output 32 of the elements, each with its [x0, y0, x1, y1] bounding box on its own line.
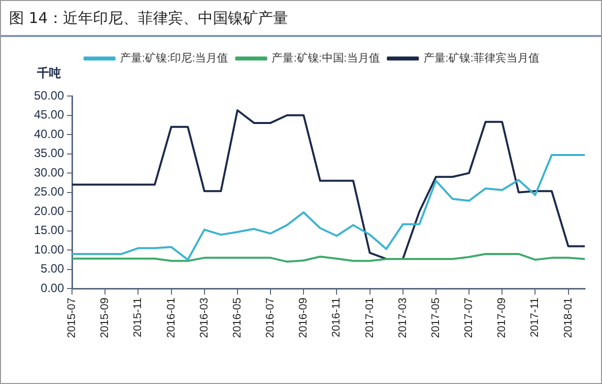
- x-tick-label: 2015-07: [66, 298, 78, 338]
- x-tick-label: 2016-07: [264, 298, 277, 338]
- x-tick-label: 2017-01: [364, 298, 376, 338]
- legend-label: 产量:矿镍:中国:当月值: [272, 52, 380, 65]
- y-tick-label: 15.00: [34, 223, 64, 238]
- x-tick-label: 2016-11: [330, 298, 343, 338]
- x-tick-label: 2017-09: [496, 298, 508, 338]
- y-tick-label: 0.00: [40, 280, 64, 295]
- chart-title: 图 14：近年印尼、菲律宾、中国镍矿产量: [1, 1, 601, 37]
- y-tick-label: 35.00: [34, 146, 64, 160]
- x-tick-label: 2015-11: [132, 298, 144, 338]
- x-tick-label: 2017-05: [430, 298, 442, 338]
- x-tick-label: 2016-01: [165, 298, 178, 338]
- x-tick-label: 2016-05: [231, 298, 244, 338]
- y-tick-label: 30.00: [34, 165, 64, 180]
- x-tick-label: 2016-09: [298, 298, 310, 338]
- y-tick-label: 25.00: [34, 184, 64, 199]
- x-tick-label: 2016-03: [198, 298, 210, 338]
- y-tick-label: 20.00: [34, 204, 64, 218]
- legend-label: 产量:矿镍:菲律宾当月值: [423, 52, 540, 65]
- y-tick-label: 5.00: [40, 262, 64, 276]
- legend-label: 产量:矿镍:印尼:当月值: [120, 52, 228, 65]
- x-tick-label: 2015-09: [99, 298, 112, 338]
- y-tick-label: 10.00: [34, 242, 64, 256]
- y-tick-label: 40.00: [34, 126, 64, 141]
- x-tick-label: 2018-01: [562, 298, 574, 338]
- y-axis-title: 千吨: [37, 65, 61, 82]
- y-tick-label: 45.00: [34, 108, 64, 122]
- x-tick-label: 2017-11: [529, 298, 542, 338]
- y-tick-label: 50.00: [34, 88, 64, 102]
- x-tick-label: 2017-03: [396, 298, 409, 338]
- x-tick-label: 2017-07: [463, 298, 476, 338]
